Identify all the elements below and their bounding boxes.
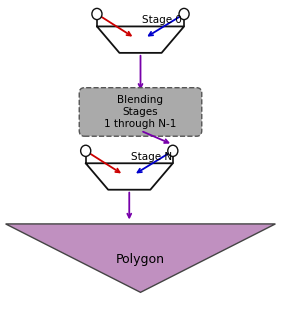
Text: Stage 0: Stage 0 bbox=[142, 15, 182, 25]
Text: Polygon: Polygon bbox=[116, 253, 165, 266]
Circle shape bbox=[92, 8, 102, 20]
FancyBboxPatch shape bbox=[79, 88, 202, 136]
Circle shape bbox=[179, 8, 189, 20]
Circle shape bbox=[168, 145, 178, 156]
Text: Blending
Stages
1 through N-1: Blending Stages 1 through N-1 bbox=[104, 95, 177, 128]
Polygon shape bbox=[6, 224, 275, 292]
Text: Stage N: Stage N bbox=[131, 152, 172, 162]
Circle shape bbox=[81, 145, 91, 156]
